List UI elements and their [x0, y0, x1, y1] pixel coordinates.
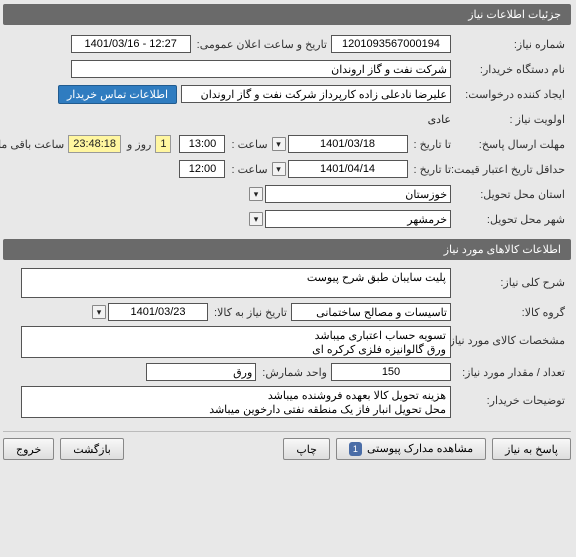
label-buyer-org: نام دستگاه خریدار: — [456, 63, 566, 76]
exit-button[interactable]: خروج — [4, 438, 55, 460]
label-goods-group: گروه کالا: — [456, 306, 566, 319]
response-to-date-field[interactable] — [289, 135, 409, 153]
label-need-by-date: تاریخ نیاز به کالا: — [213, 306, 288, 319]
goods-spec-field[interactable] — [22, 326, 452, 358]
label-response-hour: ساعت : — [230, 138, 268, 151]
buyer-org-field[interactable] — [72, 60, 452, 78]
goods-group-field[interactable] — [292, 303, 452, 321]
delivery-city-field[interactable] — [266, 210, 452, 228]
qty-field[interactable] — [332, 363, 452, 381]
label-goods-spec: مشخصات کالای مورد نیاز: — [456, 326, 566, 347]
remaining-time-box: 23:48:18 — [69, 135, 122, 153]
price-valid-to-date-field[interactable] — [289, 160, 409, 178]
attachments-badge: 1 — [350, 442, 363, 456]
delivery-province-field[interactable] — [266, 185, 452, 203]
respond-button[interactable]: پاسخ به نیاز — [493, 438, 572, 460]
need-by-date-field[interactable] — [109, 303, 209, 321]
price-valid-date-picker-icon[interactable]: ▾ — [273, 162, 287, 176]
label-response-deadline: مهلت ارسال پاسخ: — [456, 138, 566, 151]
response-date-picker-icon[interactable]: ▾ — [273, 137, 287, 151]
unit-field[interactable] — [147, 363, 257, 381]
section-goods-info-header: اطلاعات کالاهای مورد نیاز — [4, 239, 572, 260]
buyer-notes-field[interactable] — [22, 386, 452, 418]
label-price-validity: حداقل تاریخ اعتبار قیمت: — [456, 163, 566, 176]
label-days-and: روز و — [126, 138, 152, 151]
print-button[interactable]: چاپ — [284, 438, 331, 460]
label-need-number: شماره نیاز: — [456, 38, 566, 51]
goods-info-block: شرح کلی نیاز: گروه کالا: تاریخ نیاز به ک… — [4, 266, 572, 427]
label-buyer-notes: توضیحات خریدار: — [456, 386, 566, 407]
label-delivery-city: شهر محل تحویل: — [456, 213, 566, 226]
back-button[interactable]: بازگشت — [61, 438, 125, 460]
city-picker-icon[interactable]: ▾ — [250, 212, 264, 226]
label-announce-datetime: تاریخ و ساعت اعلان عمومی: — [196, 38, 328, 51]
label-general-desc: شرح کلی نیاز: — [456, 268, 566, 289]
label-response-to-date: تا تاریخ : — [413, 138, 452, 151]
remaining-days-box: 1 — [156, 135, 172, 153]
label-qty: تعداد / مقدار مورد نیاز: — [456, 366, 566, 379]
announce-datetime-field[interactable] — [72, 35, 192, 53]
label-time-remaining: ساعت باقی مانده — [0, 138, 65, 151]
requester-field[interactable] — [182, 85, 452, 103]
label-unit: واحد شمارش: — [261, 366, 328, 379]
label-price-valid-hour: ساعت : — [230, 163, 268, 176]
label-delivery-province: استان محل تحویل: — [456, 188, 566, 201]
need-info-block: شماره نیاز: تاریخ و ساعت اعلان عمومی: نا… — [4, 31, 572, 239]
need-by-date-picker-icon[interactable]: ▾ — [93, 305, 107, 319]
general-desc-field[interactable] — [22, 268, 452, 298]
section-need-info-header: جزئیات اطلاعات نیاز — [4, 4, 572, 25]
label-priority: اولویت نیاز : — [456, 113, 566, 126]
need-number-field[interactable] — [332, 35, 452, 53]
buyer-contact-button[interactable]: اطلاعات تماس خریدار — [59, 85, 178, 104]
attachments-button-label: مشاهده مدارک پیوستی — [368, 443, 474, 455]
priority-value: عادی — [429, 113, 452, 126]
price-valid-hour-field[interactable] — [180, 160, 226, 178]
response-hour-field[interactable] — [180, 135, 226, 153]
label-requester: ایجاد کننده درخواست: — [456, 88, 566, 101]
button-bar: پاسخ به نیاز مشاهده مدارک پیوستی 1 چاپ ب… — [4, 431, 572, 460]
label-price-valid-to-date: تا تاریخ : — [413, 163, 452, 176]
province-picker-icon[interactable]: ▾ — [250, 187, 264, 201]
attachments-button[interactable]: مشاهده مدارک پیوستی 1 — [337, 438, 487, 460]
